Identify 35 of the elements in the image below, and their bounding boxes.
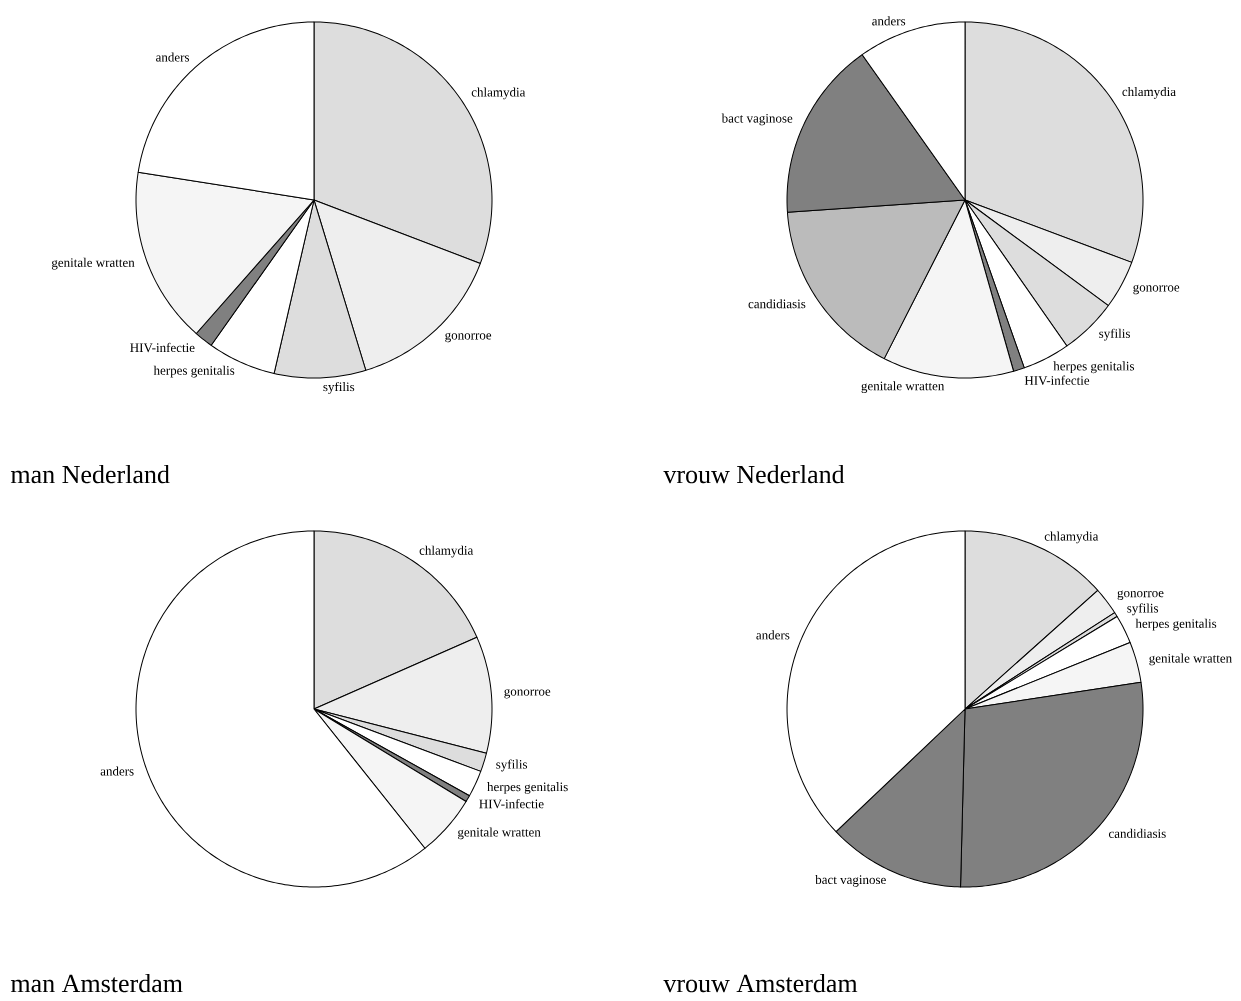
slice-label: bact vaginose (721, 113, 793, 126)
slice-label: HIV-infectie (1024, 375, 1090, 385)
slice-label: syfilis (1099, 328, 1130, 341)
slice-label: genitale wratten (1149, 653, 1232, 666)
slice-label: herpes genitalis (153, 365, 235, 378)
slice-label: anders (756, 630, 790, 640)
slice-label: herpes genitalis (1135, 618, 1217, 631)
slice-label: syfilis (1127, 603, 1159, 616)
slice-label: gonorroe (445, 332, 492, 343)
slice-label: anders (100, 766, 134, 776)
slice-label: anders (872, 16, 906, 26)
text: vrouw Nederland (663, 464, 845, 484)
slice-label: gonorroe (1133, 284, 1180, 295)
slice-label: chlamydia (471, 87, 526, 100)
slice-label: chlamydia (419, 545, 474, 558)
slice-label: gonorroe (504, 688, 551, 699)
slice-label: syfilis (323, 381, 355, 394)
text: vrouw Amsterdam (663, 973, 858, 993)
slice-label: genitale wratten (458, 827, 541, 840)
slice-label: gonorroe (1117, 590, 1164, 600)
text: man Amsterdam (10, 973, 183, 993)
slice-label: bact vaginose (815, 874, 886, 887)
slice-label: HIV-infectie (479, 799, 544, 809)
slice-label: candidiasis (748, 299, 806, 309)
slice-label: herpes genitalis (1053, 361, 1135, 374)
slice-label: genitale wratten (861, 381, 945, 394)
slice-label: HIV-infectie (130, 342, 195, 353)
slice-label: chlamydia (1122, 86, 1176, 99)
text: man Nederland (10, 464, 170, 484)
slice-label: herpes genitalis (487, 782, 568, 794)
slice-label: anders (156, 52, 190, 62)
slice-label: syfilis (496, 759, 528, 772)
slice-label: genitale wratten (51, 257, 135, 270)
slice-label: candidiasis (1108, 828, 1166, 838)
slice-label: chlamydia (1044, 531, 1099, 544)
